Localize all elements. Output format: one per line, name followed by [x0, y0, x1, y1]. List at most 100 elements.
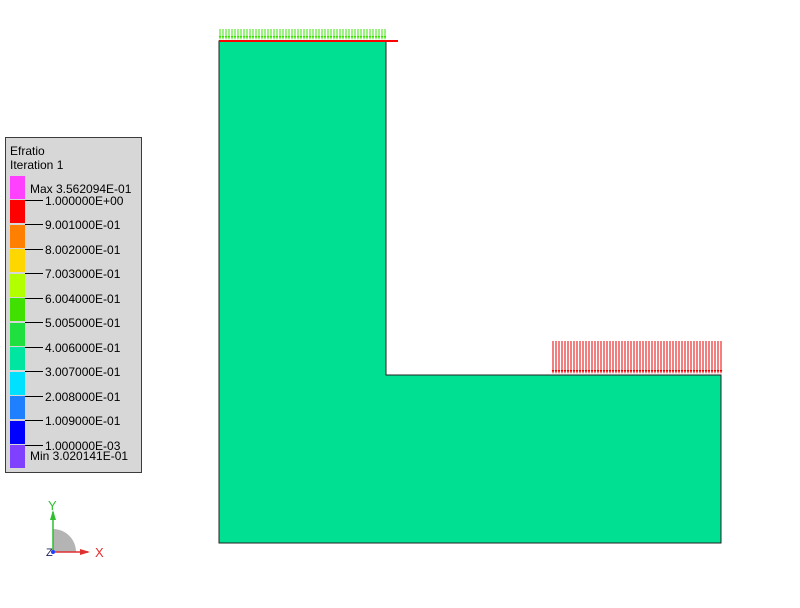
load-arrow-icon-head	[689, 370, 693, 374]
contour-legend[interactable]: Efratio Iteration 1 Max 3.562094E-01 1.0…	[5, 137, 142, 473]
load-arrow-icon-head	[263, 36, 267, 40]
load-arrow-icon-head	[698, 370, 702, 374]
load-arrow-icon-head	[569, 370, 573, 374]
load-arrow-icon-head	[326, 36, 330, 40]
load-arrow-icon-head	[593, 370, 597, 374]
legend-min-label: Min 3.020141E-01	[30, 449, 129, 463]
legend-swatch	[10, 421, 25, 444]
load-arrow-icon-head	[377, 36, 381, 40]
load-arrow-icon-head	[566, 370, 570, 374]
load-arrow-icon-head	[248, 36, 252, 40]
load-arrow-icon-head	[695, 370, 699, 374]
load-arrow-icon-head	[620, 370, 624, 374]
right-step-load-arrows[interactable]	[551, 341, 723, 374]
load-arrow-icon-head	[302, 36, 306, 40]
load-arrow-icon-head	[224, 36, 228, 40]
load-arrow-icon-head	[662, 370, 666, 374]
load-arrow-icon-head	[338, 36, 342, 40]
legend-tick	[25, 420, 43, 421]
load-arrow-icon-head	[701, 370, 705, 374]
load-arrow-icon-head	[314, 36, 318, 40]
legend-swatch	[10, 225, 25, 248]
load-arrow-icon-head	[275, 36, 279, 40]
load-arrow-icon-head	[650, 370, 654, 374]
load-arrow-icon-head	[221, 36, 225, 40]
z-axis-label: Z	[46, 547, 53, 559]
load-arrow-icon-head	[299, 36, 303, 40]
load-arrow-icon-head	[647, 370, 651, 374]
load-arrow-icon-head	[614, 370, 618, 374]
load-arrow-icon-head	[356, 36, 360, 40]
load-arrow-icon-head	[245, 36, 249, 40]
load-arrow-icon-head	[668, 370, 672, 374]
load-arrow-icon-head	[578, 370, 582, 374]
load-arrow-icon-head	[656, 370, 660, 374]
load-arrow-icon-head	[704, 370, 708, 374]
load-arrow-icon-head	[665, 370, 669, 374]
load-arrow-icon-head	[260, 36, 264, 40]
load-arrow-icon-head	[713, 370, 717, 374]
legend-level-label: 6.004000E-01	[45, 292, 121, 306]
load-arrow-icon-head	[674, 370, 678, 374]
load-arrow-icon-head	[230, 36, 234, 40]
legend-tick	[25, 273, 43, 274]
legend-swatch	[10, 200, 25, 223]
legend-tick	[25, 371, 43, 372]
triad-quadrant	[53, 529, 76, 552]
load-arrow-icon-head	[305, 36, 309, 40]
y-axis-arrow-icon	[50, 510, 56, 520]
legend-swatch-max	[10, 176, 25, 199]
load-arrow-icon-head	[551, 370, 555, 374]
load-arrow-icon-head	[347, 36, 351, 40]
load-arrow-icon-head	[365, 36, 369, 40]
load-arrow-icon-head	[251, 36, 255, 40]
load-arrow-icon-head	[368, 36, 372, 40]
load-arrow-icon-head	[611, 370, 615, 374]
load-arrow-icon-head	[617, 370, 621, 374]
y-axis-label: Y	[48, 498, 57, 513]
load-arrow-icon-head	[218, 36, 222, 40]
load-arrow-icon-head	[707, 370, 711, 374]
legend-swatch	[10, 298, 25, 321]
load-arrow-icon-head	[563, 370, 567, 374]
load-arrow-icon-head	[626, 370, 630, 374]
load-arrow-icon-head	[623, 370, 627, 374]
load-arrow-icon-head	[329, 36, 333, 40]
legend-level-label: 7.003000E-01	[45, 267, 121, 281]
load-arrow-icon-head	[581, 370, 585, 374]
x-axis-label: X	[95, 545, 104, 560]
legend-swatch	[10, 372, 25, 395]
load-arrow-icon-head	[239, 36, 243, 40]
legend-level-label: 8.002000E-01	[45, 243, 121, 257]
load-arrow-icon-head	[590, 370, 594, 374]
legend-level-label: 1.000000E-03	[45, 439, 121, 453]
load-arrow-icon-head	[383, 36, 387, 40]
load-arrow-icon-head	[311, 36, 315, 40]
load-arrow-icon-head	[575, 370, 579, 374]
x-axis-arrow-icon	[80, 549, 90, 555]
legend-swatch	[10, 396, 25, 419]
load-arrow-icon-head	[710, 370, 714, 374]
legend-tick	[25, 347, 43, 348]
load-arrow-icon-head	[236, 36, 240, 40]
load-arrow-icon-head	[290, 36, 294, 40]
load-arrow-icon-head	[335, 36, 339, 40]
load-arrow-icon-head	[608, 370, 612, 374]
legend-swatch-min	[10, 445, 25, 468]
legend-subtitle: Iteration 1	[10, 158, 64, 172]
load-arrow-icon-head	[641, 370, 645, 374]
load-arrow-icon-head	[344, 36, 348, 40]
l-shaped-part[interactable]	[218, 40, 722, 544]
legend-tick	[25, 249, 43, 250]
load-arrow-icon-head	[254, 36, 258, 40]
load-arrow-icon-head	[371, 36, 375, 40]
legend-tick	[25, 298, 43, 299]
legend-level-label: 1.009000E-01	[45, 414, 121, 428]
load-arrow-icon-head	[320, 36, 324, 40]
top-edge-load-arrows[interactable]	[218, 29, 387, 40]
legend-level-label: 1.000000E+00	[45, 194, 124, 208]
load-arrow-icon-head	[380, 36, 384, 40]
load-arrow-icon-head	[317, 36, 321, 40]
